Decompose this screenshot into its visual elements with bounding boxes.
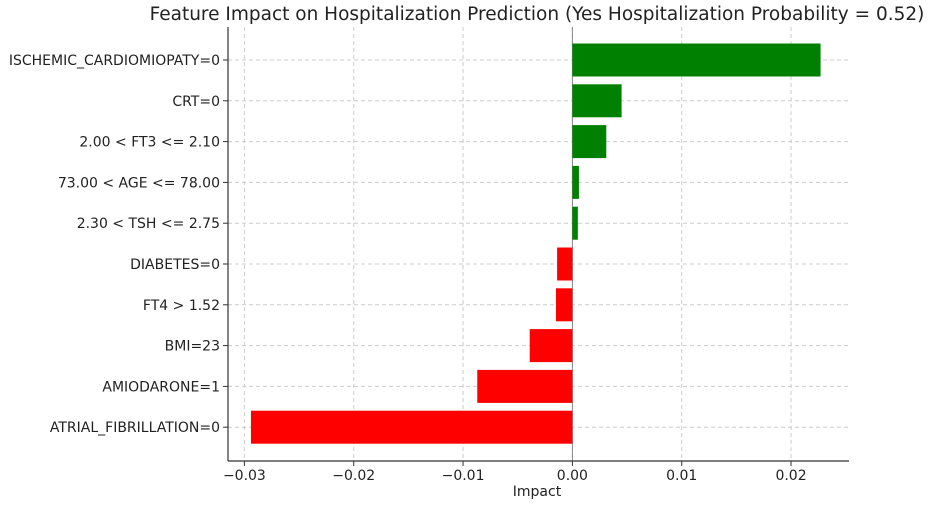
x-tick-label: −0.03 <box>223 468 266 484</box>
y-tick-label: CRT=0 <box>172 94 220 110</box>
bar <box>555 288 573 322</box>
y-tick-label: ISCHEMIC_CARDIOMIOPATY=0 <box>9 53 220 69</box>
x-tick-label: 0.02 <box>775 468 806 484</box>
bar <box>572 125 607 159</box>
y-tick-label: BMI=23 <box>165 339 220 355</box>
bar <box>477 369 573 403</box>
bar <box>250 410 573 444</box>
axis-layer: −0.03 −0.02 −0.01 0.00 0.01 0.02 ISCHEMIC_CARD… <box>9 27 849 484</box>
x-tick-label: −0.01 <box>442 468 485 484</box>
y-tick-label: ATRIAL_FIBRILLATION=0 <box>50 420 220 436</box>
x-tick-label: 0.01 <box>666 468 697 484</box>
bar <box>572 165 579 199</box>
chart-title: Feature Impact on Hospitalization Predic… <box>150 4 925 25</box>
x-tick-label: 0.00 <box>557 468 588 484</box>
x-tick-label: −0.02 <box>332 468 375 484</box>
y-tick-label: 73.00 < AGE <= 78.00 <box>58 175 220 191</box>
bars-layer <box>250 43 821 444</box>
bar <box>557 247 573 281</box>
x-axis-label: Impact <box>513 484 562 500</box>
bar <box>572 43 821 77</box>
y-tick-label: FT4 > 1.52 <box>143 298 220 314</box>
y-tick-label: DIABETES=0 <box>130 257 220 273</box>
bar <box>572 206 578 240</box>
y-tick-label: 2.00 < FT3 <= 2.10 <box>79 135 220 151</box>
bar <box>572 84 622 118</box>
y-tick-label: 2.30 < TSH <= 2.75 <box>77 216 220 232</box>
y-tick-label: AMIODARONE=1 <box>102 379 220 395</box>
bar <box>529 329 573 363</box>
